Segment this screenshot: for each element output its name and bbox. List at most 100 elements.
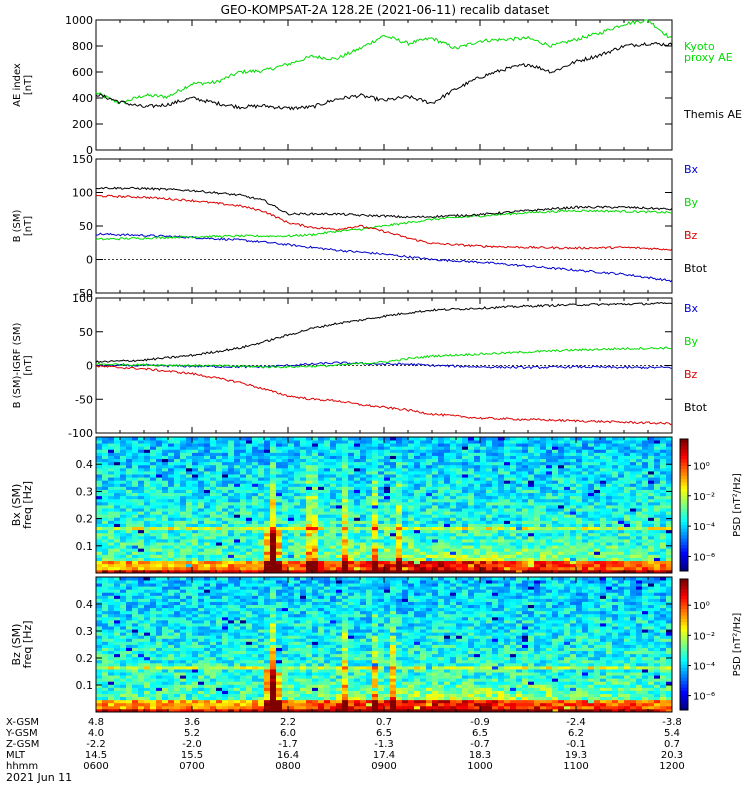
spectrogram-cell	[126, 508, 133, 512]
spectrogram-cell	[606, 548, 613, 552]
spectrogram-cell	[612, 449, 619, 453]
spectrogram-cell	[618, 467, 625, 472]
spectrogram-cell	[342, 505, 349, 509]
spectrogram-cell	[228, 443, 235, 447]
spectrogram-cell	[570, 542, 577, 546]
spectrogram-cell	[198, 489, 205, 494]
spectrogram-cell	[384, 520, 391, 524]
spectrogram-cell	[198, 517, 205, 521]
spectrogram-cell	[576, 477, 583, 481]
spectrogram-cell	[624, 474, 631, 478]
spectrogram-cell	[204, 563, 211, 568]
spectrogram-cell	[96, 675, 103, 679]
spectrogram-cell	[192, 486, 199, 490]
spectrogram-cell	[216, 461, 223, 466]
spectrogram-cell	[222, 486, 229, 490]
spectrogram-cell	[126, 520, 133, 524]
spectrogram-cell	[312, 560, 319, 565]
spectrogram-cell	[252, 563, 259, 568]
spectrogram-cell	[534, 523, 541, 528]
spectrogram-cell	[522, 495, 529, 500]
spectrogram-cell	[120, 489, 127, 494]
spectrogram-cell	[132, 641, 139, 645]
spectrogram-cell	[624, 449, 631, 453]
spectrogram-cell	[162, 455, 169, 460]
spectrogram-cell	[468, 446, 475, 450]
spectrogram-cell	[96, 464, 103, 469]
spectrogram-cell	[630, 563, 637, 568]
spectrogram-cell	[222, 492, 229, 497]
spectrogram-cell	[222, 566, 229, 571]
spectrogram-cell	[366, 563, 373, 568]
spectrogram-cell	[150, 699, 157, 704]
spectrogram-cell	[414, 511, 421, 515]
spectrogram-cell	[246, 452, 253, 456]
spectrogram-cell	[570, 501, 577, 506]
spectrogram-cell	[516, 539, 523, 543]
spectrogram-cell	[234, 455, 241, 460]
spectrogram-cell	[630, 443, 637, 447]
spectrogram-cell	[366, 514, 373, 518]
spectrogram-cell	[288, 467, 295, 472]
spectrogram-cell	[588, 492, 595, 497]
spectrogram-cell	[468, 517, 475, 521]
spectrogram-cell	[588, 483, 595, 487]
spectrogram-cell	[624, 461, 631, 466]
spectrogram-cell	[450, 569, 457, 574]
spectrogram-cell	[468, 554, 475, 558]
spectrogram-cell	[240, 569, 247, 574]
spectrogram-cell	[108, 489, 115, 494]
spectrogram-cell	[258, 554, 265, 558]
spectrogram-cell	[396, 443, 403, 447]
spectrogram-cell	[432, 560, 439, 565]
spectrogram-cell	[138, 577, 145, 581]
spectrogram-cell	[450, 557, 457, 562]
spectrogram-cell	[336, 551, 343, 555]
spectrogram-cell	[312, 569, 319, 574]
spectrogram-cell	[234, 514, 241, 518]
spectrogram-cell	[576, 467, 583, 472]
spectrogram-cell	[456, 526, 463, 531]
spectrogram-cell	[606, 520, 613, 524]
spectrogram-cell	[264, 486, 271, 490]
spectrogram-cell	[432, 461, 439, 466]
spectrogram-cell	[516, 511, 523, 515]
spectrogram-cell	[330, 511, 337, 515]
spectrogram-cell	[456, 520, 463, 524]
spectrogram-cell	[342, 498, 349, 503]
spectrogram-cell	[300, 492, 307, 497]
colorbar-cell	[680, 458, 688, 463]
spectrogram-cell	[492, 480, 499, 484]
spectrogram-cell	[510, 455, 517, 460]
spectrogram-cell	[522, 523, 529, 528]
spectrogram-cell	[330, 532, 337, 537]
spectrogram-cell	[342, 446, 349, 450]
spectrogram-cell	[150, 452, 157, 456]
spectrogram-cell	[528, 483, 535, 487]
spectrogram-cell	[432, 492, 439, 497]
spectrogram-cell	[168, 486, 175, 490]
spectrogram-cell	[576, 548, 583, 552]
spectrogram-cell	[282, 560, 289, 565]
spectrogram-cell	[168, 511, 175, 515]
spectrogram-cell	[498, 467, 505, 472]
spectrogram-cell	[264, 529, 271, 534]
spectrogram-cell	[660, 523, 667, 528]
spectrogram-cell	[108, 477, 115, 481]
spectrogram-cell	[474, 483, 481, 487]
spectrogram-cell	[222, 557, 229, 562]
spectrogram-cell	[192, 477, 199, 481]
spectrogram-cell	[318, 535, 325, 540]
spectrogram-cell	[600, 542, 607, 546]
spectrogram-cell	[642, 461, 649, 466]
spectrogram-cell	[558, 480, 565, 484]
spectrogram-cell	[234, 520, 241, 524]
spectrogram-cell	[504, 511, 511, 515]
spectrogram-cell	[582, 529, 589, 534]
spectrogram-cell	[186, 480, 193, 484]
spectrogram-cell	[420, 532, 427, 537]
spectrogram-cell	[456, 505, 463, 509]
spectrogram-cell	[222, 508, 229, 512]
spectrogram-cell	[156, 569, 163, 574]
spectrogram-cell	[618, 542, 625, 546]
